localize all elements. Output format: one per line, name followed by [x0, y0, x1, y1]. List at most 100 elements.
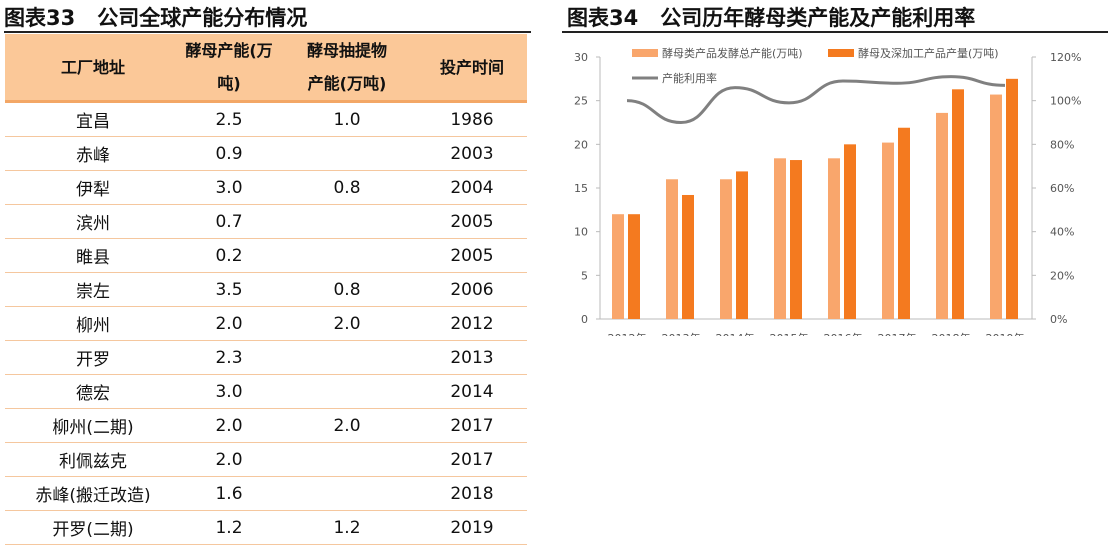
header-line: 酵母产能(万: [185, 41, 273, 60]
table-cell: [277, 238, 417, 273]
table-cell: 开罗: [5, 340, 181, 375]
table-cell: 2.5: [181, 101, 277, 137]
legend-swatch: [828, 49, 854, 57]
bar: [628, 214, 640, 319]
capacity-table: 工厂地址 酵母产能(万 吨) 酵母抽提物 产能(万吨) 投产时间 宜昌 2.5 1.0 1986 赤…: [5, 34, 527, 545]
table-row: 睢县 0.2 2005: [5, 238, 527, 273]
table-cell: 2005: [417, 238, 527, 273]
table-cell: 2017: [417, 408, 527, 443]
legend-label: 酵母类产品发酵总产能(万吨): [662, 46, 803, 60]
header-line: 吨): [217, 74, 241, 93]
y2-tick-label: 60%: [1050, 182, 1074, 195]
y-tick-label: 30: [574, 51, 588, 64]
table-cell: 1.2: [277, 510, 417, 545]
table-cell: 2.0: [181, 442, 277, 477]
bar: [682, 194, 694, 319]
table-row: 柳州 2.0 2.0 2012: [5, 306, 527, 341]
header-line: 产能(万吨): [307, 74, 387, 93]
y-tick-label: 10: [574, 226, 588, 239]
bar: [720, 179, 732, 319]
table-row: 开罗 2.3 2013: [5, 340, 527, 375]
table-cell: 2.3: [181, 340, 277, 375]
header-line: 酵母抽提物: [306, 41, 387, 60]
bar: [844, 144, 856, 319]
table-cell: 1.6: [181, 476, 277, 511]
x-tick-label: 2014年: [716, 331, 755, 336]
table-cell: 崇左: [5, 272, 181, 307]
capacity-chart: 0 5 10 15 20 25 30 0% 20% 40% 60% 80% 100% 120% 2012年 2…: [574, 46, 1081, 336]
header-line: 工厂地址: [60, 57, 125, 77]
table-cell: [277, 476, 417, 511]
table-cell: 利佩兹克: [5, 442, 181, 477]
bar: [882, 142, 894, 319]
table-cell: 1.0: [277, 101, 417, 137]
column-header: 酵母产能(万 吨): [181, 34, 277, 103]
y2-tick-label: 20%: [1050, 269, 1074, 282]
y2-tick-label: 40%: [1050, 226, 1074, 239]
table-row: 利佩兹克 2.0 2017: [5, 442, 527, 477]
y-tick-label: 20: [574, 138, 588, 151]
y-tick-label: 25: [574, 95, 588, 108]
legend-swatch: [632, 49, 658, 57]
bar: [612, 214, 624, 319]
legend-label: 产能利用率: [662, 71, 717, 85]
table-cell: 2013: [417, 340, 527, 375]
table-cell: 2.0: [181, 408, 277, 443]
table-cell: 2017: [417, 442, 527, 477]
title-rule: [562, 31, 1108, 33]
bar: [828, 158, 840, 319]
table-cell: 开罗(二期): [5, 510, 181, 545]
y2-tick-label: 120%: [1050, 51, 1081, 64]
table-row: 柳州(二期) 2.0 2.0 2017: [5, 408, 527, 443]
column-header: 工厂地址: [5, 34, 181, 103]
table-row: 赤峰(搬迁改造) 1.6 2018: [5, 476, 527, 511]
table-cell: [277, 374, 417, 409]
column-header: 投产时间: [417, 34, 527, 103]
table-cell: 3.5: [181, 272, 277, 307]
table-row: 崇左 3.5 0.8 2006: [5, 272, 527, 307]
y2-tick-label: 100%: [1050, 95, 1081, 108]
bar: [666, 179, 678, 319]
chart-title: 图表34 公司历年酵母类产能及产能利用率: [567, 6, 976, 30]
table-cell: 滨州: [5, 204, 181, 239]
table-cell: 2019: [417, 510, 527, 545]
table-row: 德宏 3.0 2014: [5, 374, 527, 409]
y-tick-label: 15: [574, 182, 588, 195]
table-cell: 睢县: [5, 238, 181, 273]
table-cell: 0.8: [277, 272, 417, 307]
table-cell: 2014: [417, 374, 527, 409]
bar: [774, 158, 786, 319]
table-cell: 1986: [417, 101, 527, 137]
bar: [898, 127, 910, 320]
x-tick-label: 2016年: [824, 331, 863, 336]
table-cell: 德宏: [5, 374, 181, 409]
bar: [936, 112, 948, 319]
table-row: 开罗(二期) 1.2 1.2 2019: [5, 510, 527, 545]
table-row: 伊犁 3.0 0.8 2004: [5, 170, 527, 205]
table-cell: [277, 136, 417, 171]
table-cell: 赤峰(搬迁改造): [5, 476, 181, 511]
x-tick-label: 2019年: [986, 331, 1025, 336]
table-row: 宜昌 2.5 1.0 1986: [5, 101, 527, 137]
table-cell: 3.0: [181, 374, 277, 409]
x-tick-label: 2013年: [662, 331, 701, 336]
x-tick-label: 2012年: [608, 331, 647, 336]
table-cell: 0.2: [181, 238, 277, 273]
table-cell: 2012: [417, 306, 527, 341]
table-cell: 2018: [417, 476, 527, 511]
table-cell: 2.0: [277, 306, 417, 341]
x-tick-label: 2017年: [878, 331, 917, 336]
table-cell: 赤峰: [5, 136, 181, 171]
bar: [790, 160, 802, 319]
title-rule: [4, 31, 531, 33]
table-cell: 宜昌: [5, 101, 181, 137]
column-header: 酵母抽提物产能(万吨): [277, 34, 417, 103]
utilization-line: [626, 75, 1006, 125]
table-cell: 2005: [417, 204, 527, 239]
bar: [952, 89, 964, 320]
y-tick-label: 5: [581, 269, 588, 282]
table-title: 图表33 公司全球产能分布情况: [4, 6, 308, 30]
y2-tick-label: 80%: [1050, 138, 1074, 151]
legend-label: 酵母及深加工产品产量(万吨): [858, 46, 999, 60]
table-cell: 2006: [417, 272, 527, 307]
